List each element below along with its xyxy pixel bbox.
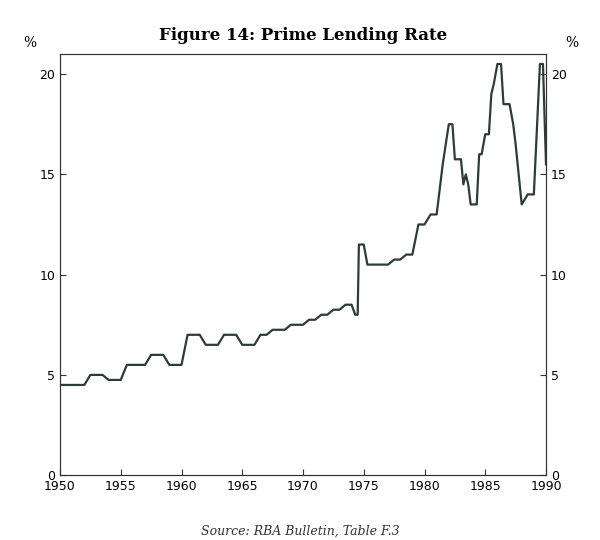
Text: %: % <box>565 36 578 50</box>
Title: Figure 14: Prime Lending Rate: Figure 14: Prime Lending Rate <box>159 27 447 44</box>
Text: %: % <box>23 36 37 50</box>
Text: Source: RBA Bulletin, Table F.3: Source: RBA Bulletin, Table F.3 <box>200 524 400 538</box>
